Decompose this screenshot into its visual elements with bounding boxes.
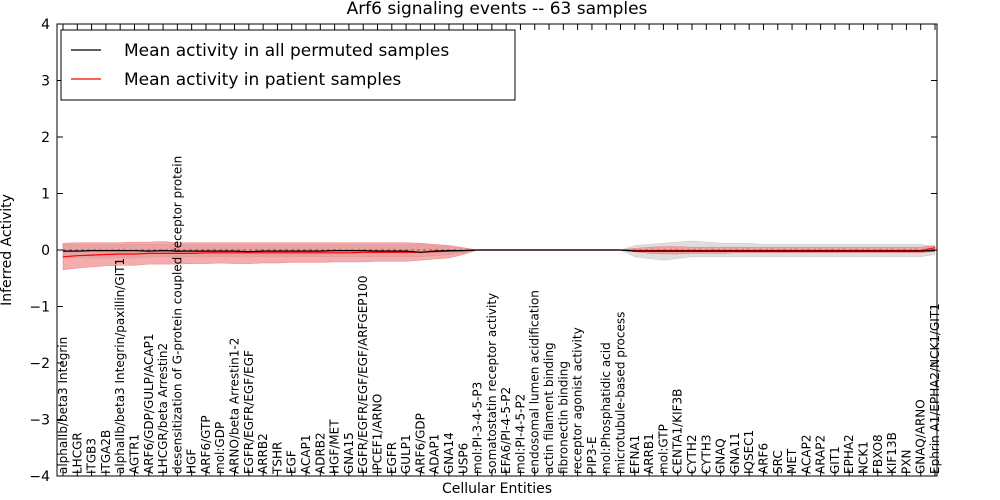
x-tick-label: ARF6/GDP/GULP/ACAP1 xyxy=(142,334,156,474)
series-lines xyxy=(57,247,937,258)
x-tick-label: alphaIIb/beta3 Integrin xyxy=(56,337,70,474)
x-tick-label: FBXO8 xyxy=(871,434,885,474)
x-tick-label: ARRB2 xyxy=(256,433,270,474)
x-tick-label: EFNA1 xyxy=(628,435,642,474)
x-tick-label: ARF6/GDP xyxy=(413,413,427,474)
x-tick-label: NCK1 xyxy=(857,441,871,474)
y-tick-label: −2 xyxy=(29,356,50,372)
x-tick-label: HGF/MET xyxy=(328,419,342,474)
x-tick-label: GNAQ/ARNO xyxy=(914,399,928,474)
x-tick-label: CYTH3 xyxy=(699,435,713,475)
x-tick-label: microtubule-based process xyxy=(614,312,628,474)
x-tick-label: CYTH2 xyxy=(685,435,699,475)
legend: Mean activity in all permuted samples Mea… xyxy=(60,29,516,101)
y-tick-label: 0 xyxy=(41,243,50,259)
x-tick-label: EGFR/EGFR/EGF/EGF xyxy=(242,350,256,474)
legend-label-1: Mean activity in patient samples xyxy=(124,70,401,90)
legend-label-0: Mean activity in all permuted samples xyxy=(124,41,449,61)
x-tick-label: CENTA1/KIF3B xyxy=(671,389,685,474)
x-tick-label: USP6 xyxy=(456,443,470,474)
x-tick-label: EPHA2 xyxy=(842,434,856,474)
x-tick-label: IQSEC1 xyxy=(742,430,756,474)
x-tick-label: fibronectin binding xyxy=(556,361,570,474)
x-tick-label: SRC xyxy=(771,450,785,474)
x-tick-label: ARRB1 xyxy=(642,433,656,474)
x-tick-label: EFA6/PI-4-5-P2 xyxy=(499,387,513,474)
x-tick-label: TSHR xyxy=(270,442,284,475)
x-tick-label: EGFR xyxy=(385,442,399,474)
series-line-0 xyxy=(63,249,936,253)
x-tick-label: desensitization of G-protein coupled rec… xyxy=(170,156,184,474)
x-tick-label: MET xyxy=(785,448,799,474)
confidence-bands xyxy=(62,240,936,271)
x-tick-label: ADAP1 xyxy=(428,434,442,474)
x-tick-label: ADRB2 xyxy=(313,432,327,474)
x-tick-label: ARNO/beta Arrestin1-2 xyxy=(228,338,242,474)
x-tick-label: ARF6 xyxy=(757,443,771,474)
x-tick-label: GNA11 xyxy=(728,432,742,474)
x-tick-label: receptor agonist activity xyxy=(571,327,585,474)
x-tick-label: PIP3-E xyxy=(585,436,599,474)
x-tick-label: actin filament binding xyxy=(542,342,556,474)
x-tick-label: mol:GDP xyxy=(213,422,227,474)
y-tick-label: 3 xyxy=(41,74,50,90)
x-tick-label: HGF xyxy=(185,449,199,474)
x-tick-label: mol:Phosphatidic acid xyxy=(599,342,613,474)
x-tick-label: GNA14 xyxy=(442,432,456,474)
x-tick-label: EGFR/EGFR/EGF/EGF/ARFGEP100 xyxy=(356,276,370,474)
x-tick-labels: alphaIIb/beta3 Integrin LHCGR ITGB3 ITGA2B a… xyxy=(56,24,942,476)
x-tick-label: LHCGR xyxy=(70,432,84,474)
y-tick-label: −3 xyxy=(29,413,50,429)
x-tick-label: LHCGR/beta Arrestin2 xyxy=(156,343,170,474)
y-axis-label: Inferred Activity xyxy=(0,194,15,306)
x-tick-label: endosomal lumen acidification xyxy=(528,290,542,474)
legend-box xyxy=(60,29,516,101)
x-tick-label: ACAP2 xyxy=(799,435,813,474)
x-tick-label: mol:PI-4-5-P2 xyxy=(513,394,527,474)
y-axis: −4 −3 −2 −1 0 1 2 3 4 xyxy=(29,17,937,485)
x-tick-label: GULP1 xyxy=(399,434,413,474)
chart-title: Arf6 signaling events -- 63 samples xyxy=(347,0,648,19)
x-tick-label: mol:PI-3-4-5-P3 xyxy=(471,382,485,474)
x-tick-label: Ephrin A1/EPHA2/NCK1/GIT1 xyxy=(928,303,942,474)
x-tick-label: KIF13B xyxy=(885,432,899,474)
x-axis-label: Cellular Entities xyxy=(442,481,552,497)
y-tick-label: 2 xyxy=(41,130,50,146)
x-tick-label: mol:GTP xyxy=(656,424,670,474)
x-tick-label: PXN xyxy=(899,450,913,474)
x-tick-label: ARF6/GTP xyxy=(199,415,213,474)
x-tick-label: ITGB3 xyxy=(85,438,99,474)
x-tick-label: EGF xyxy=(285,450,299,474)
y-tick-label: 1 xyxy=(41,187,50,203)
x-tick-label: GNAQ xyxy=(714,438,728,474)
x-tick-label: somatostatin receptor activity xyxy=(485,293,499,474)
x-tick-label: ACAP1 xyxy=(299,435,313,474)
y-tick-label: 4 xyxy=(41,17,50,33)
y-tick-label: −4 xyxy=(29,469,50,485)
x-tick-label: GNA15 xyxy=(342,432,356,474)
x-tick-label: alphaIIb/beta3 Integrin/paxillin/GIT1 xyxy=(113,258,127,474)
x-tick-label: IPCEF1/ARNO xyxy=(371,394,385,474)
x-tick-label: AGTR1 xyxy=(128,434,142,474)
x-tick-label: ARAP2 xyxy=(814,435,828,474)
x-tick-label: GIT1 xyxy=(828,446,842,474)
y-tick-label: −1 xyxy=(29,300,50,316)
x-tick-label: ITGA2B xyxy=(99,430,113,474)
